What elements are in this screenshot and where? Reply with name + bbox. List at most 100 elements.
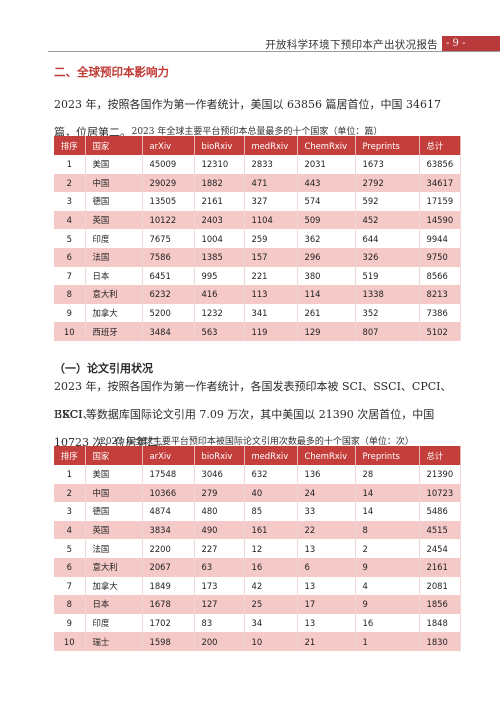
- table-cell: 261: [297, 303, 356, 323]
- table-cell: 10: [244, 632, 298, 651]
- page-number-badge: - 9 -: [442, 36, 500, 51]
- table-cell: 592: [355, 192, 420, 211]
- table-cell: 807: [355, 322, 420, 341]
- table-cell: 13505: [142, 192, 195, 211]
- table1-preprint-totals: 排序 国家 arXiv bioRxiv medRxiv ChemRxiv Preprints…: [54, 136, 461, 341]
- table-row: 4 英国 3834 490 161 22 8 4515: [54, 520, 461, 540]
- column-header: medRxiv: [244, 446, 298, 465]
- table-cell: 443: [297, 173, 356, 193]
- table-cell: 326: [355, 247, 420, 267]
- column-header: bioRxiv: [194, 136, 245, 155]
- table-cell: 德国: [85, 192, 143, 211]
- table1-caption: 2023 年全球主要平台预印本总量最多的十个国家（单位：篇）: [131, 127, 383, 137]
- table-row: 7 加拿大 1849 173 42 13 4 2081: [54, 576, 461, 596]
- table-cell: 352: [355, 303, 420, 323]
- table-cell: 1: [54, 465, 86, 484]
- table-cell: 印度: [85, 613, 143, 633]
- table-cell: 452: [355, 210, 420, 230]
- table-cell: 8213: [419, 285, 461, 304]
- table-cell: 8: [54, 285, 86, 304]
- table-cell: 341: [244, 303, 298, 323]
- table-row: 10 西班牙 3484 563 119 129 807 5102: [54, 322, 461, 341]
- table-cell: 6: [297, 557, 356, 577]
- table-cell: 3: [54, 192, 86, 211]
- table-row: 2 中国 10366 279 40 24 14 10723: [54, 483, 461, 503]
- table-cell: 8566: [419, 266, 461, 286]
- table-cell: 490: [194, 520, 245, 540]
- table-cell: 6: [54, 557, 86, 577]
- table-cell: 6232: [142, 285, 195, 304]
- table-row: 8 意大利 6232 416 113 114 1338 8213: [54, 285, 461, 304]
- table-cell: 362: [297, 229, 356, 248]
- table-cell: 7: [54, 266, 86, 286]
- column-header: 总计: [419, 136, 461, 155]
- table-cell: 1004: [194, 229, 245, 248]
- table-cell: 9: [54, 613, 86, 633]
- table-cell: 119: [244, 322, 298, 341]
- table-cell: 200: [194, 632, 245, 651]
- table-row: 9 印度 1702 83 34 13 16 1848: [54, 613, 461, 633]
- table-cell: 2403: [194, 210, 245, 230]
- table-cell: 日本: [85, 595, 143, 614]
- column-header: Preprints: [355, 136, 420, 155]
- table-cell: 33: [297, 502, 356, 521]
- table-row: 8 日本 1678 127 25 17 9 1856: [54, 595, 461, 614]
- table-cell: 28: [355, 465, 420, 484]
- table-cell: 10366: [142, 483, 195, 503]
- table-cell: 129: [297, 322, 356, 341]
- table-cell: 10: [54, 322, 86, 341]
- table-cell: 8: [54, 595, 86, 614]
- table-cell: 113: [244, 285, 298, 304]
- table-cell: 中国: [85, 483, 143, 503]
- table-cell: 40: [244, 483, 298, 503]
- table-cell: 2200: [142, 539, 195, 558]
- table-cell: 380: [297, 266, 356, 286]
- table-cell: 美国: [85, 155, 143, 174]
- table-row: 6 法国 7586 1385 157 296 326 9750: [54, 247, 461, 267]
- table-cell: 1830: [419, 632, 461, 651]
- running-header-title: 开放科学环境下预印本产出状况报告: [265, 39, 438, 51]
- table-cell: 1848: [419, 613, 461, 633]
- table-cell: 9: [355, 595, 420, 614]
- table-cell: 2081: [419, 576, 461, 596]
- table-cell: 471: [244, 173, 298, 193]
- table-cell: 4: [54, 210, 86, 230]
- table2-caption: 2023 年全球主要平台预印本被国际论文引用次数最多的十个国家（单位：次）: [100, 437, 414, 447]
- table-cell: 127: [194, 595, 245, 614]
- table-cell: 17: [297, 595, 356, 614]
- table-cell: 227: [194, 539, 245, 558]
- table-cell: 3: [54, 502, 86, 521]
- table-cell: 173: [194, 576, 245, 596]
- table-cell: 995: [194, 266, 245, 286]
- table-cell: 63856: [419, 155, 461, 174]
- table-cell: 85: [244, 502, 298, 521]
- table-cell: 9: [355, 557, 420, 577]
- table-cell: 34617: [419, 173, 461, 193]
- table-cell: 3046: [194, 465, 245, 484]
- table-cell: 114: [297, 285, 356, 304]
- table-cell: 480: [194, 502, 245, 521]
- column-header: bioRxiv: [194, 446, 245, 465]
- table-cell: 29029: [142, 173, 195, 193]
- table-row: 9 加拿大 5200 1232 341 261 352 7386: [54, 303, 461, 323]
- table-cell: 221: [244, 266, 298, 286]
- column-header: 国家: [85, 446, 143, 465]
- table-row: 1 美国 17548 3046 632 136 28 21390: [54, 465, 461, 484]
- table-cell: 296: [297, 247, 356, 267]
- table-cell: 加拿大: [85, 303, 143, 323]
- table-cell: 6451: [142, 266, 195, 286]
- table-cell: 9: [54, 303, 86, 323]
- table-row: 6 意大利 2067 63 16 6 9 2161: [54, 557, 461, 577]
- table-cell: 3834: [142, 520, 195, 540]
- table-cell: 法国: [85, 247, 143, 267]
- table-cell: 21390: [419, 465, 461, 484]
- table-cell: 法国: [85, 539, 143, 558]
- table-cell: 2161: [194, 192, 245, 211]
- table-cell: 印度: [85, 229, 143, 248]
- table-cell: 519: [355, 266, 420, 286]
- table-cell: 13: [297, 539, 356, 558]
- table-cell: 1849: [142, 576, 195, 596]
- table-header-row: 排序 国家 arXiv bioRxiv medRxiv ChemRxiv Preprints…: [54, 136, 461, 155]
- table-cell: 日本: [85, 266, 143, 286]
- table-cell: 中国: [85, 173, 143, 193]
